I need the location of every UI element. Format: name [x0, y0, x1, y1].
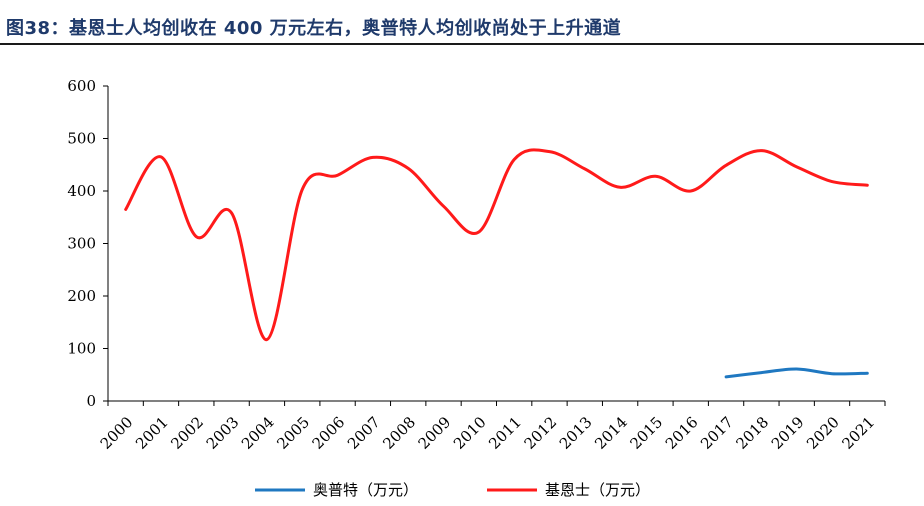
y-tick-label: 100 [67, 340, 96, 358]
x-tick-label: 2005 [273, 413, 313, 453]
x-tick-label: 2008 [379, 413, 419, 453]
y-tick-label: 0 [86, 392, 96, 410]
x-tick-label: 2014 [591, 413, 631, 453]
x-tick-label: 2021 [838, 413, 878, 453]
x-tick-label: 2017 [697, 413, 737, 453]
x-tick-label: 2016 [662, 413, 702, 453]
legend-label-0: 奥普特（万元） [313, 481, 418, 499]
x-tick-label: 2015 [627, 413, 667, 453]
series-line-0 [724, 367, 869, 379]
x-tick-label: 2003 [203, 413, 243, 453]
x-tick-label: 2002 [167, 413, 207, 453]
x-tick-label: 2019 [768, 413, 808, 453]
y-tick-label: 200 [67, 287, 96, 305]
figure-title: 图38：基恩士人均创收在 400 万元左右，奥普特人均创收尚处于上升通道 [6, 18, 622, 39]
x-tick-label: 2010 [450, 413, 490, 453]
x-tick-label: 2013 [556, 413, 596, 453]
x-tick-label: 2001 [132, 413, 172, 453]
x-tick-label: 2018 [732, 413, 772, 453]
x-tick-label: 2011 [485, 413, 525, 453]
y-tick-label: 300 [67, 235, 96, 253]
x-tick-label: 2009 [415, 413, 455, 453]
y-tick-label: 400 [67, 182, 96, 200]
title-rule [0, 43, 924, 45]
x-tick-label: 2007 [344, 413, 384, 453]
series-line-1 [124, 148, 869, 342]
x-tick-label: 2000 [97, 413, 137, 453]
x-tick-label: 2006 [309, 413, 349, 453]
x-tick-label: 2012 [521, 413, 561, 453]
x-tick-label: 2004 [238, 413, 278, 453]
y-tick-label: 600 [67, 77, 96, 95]
x-tick-label: 2020 [803, 413, 843, 453]
y-tick-label: 500 [67, 130, 96, 148]
legend-label-1: 基恩士（万元） [545, 481, 650, 499]
